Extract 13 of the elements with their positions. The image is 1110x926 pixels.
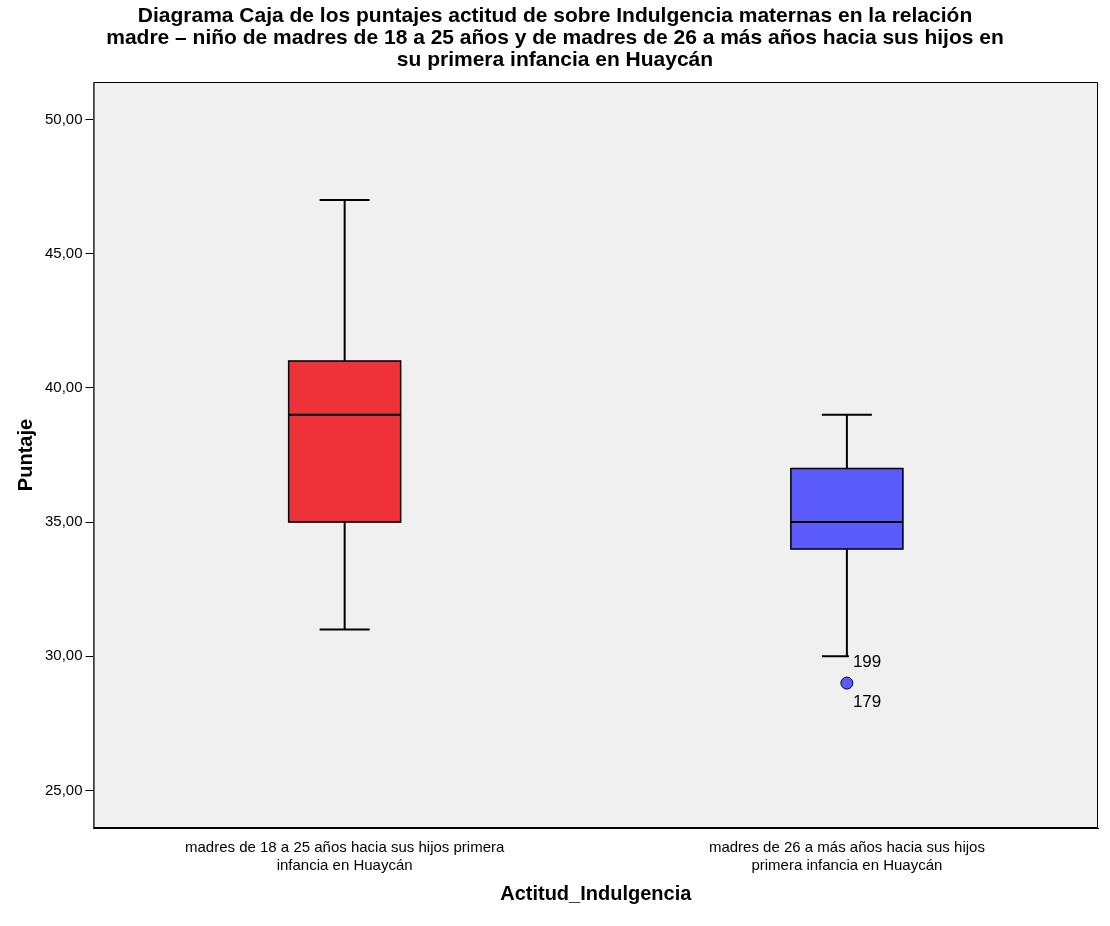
y-tick-label: 40,00	[44, 378, 83, 396]
x-tick-label: madres de 26 a más años hacia sus hijos primera infancia en Huaycán	[708, 838, 985, 874]
annotation: 179	[852, 691, 882, 711]
x-axis-title: Actitud_Indulgencia	[500, 881, 693, 904]
y-tick-label: 25,00	[44, 780, 83, 798]
x-tick-label: madres de 18 a 25 años hacia sus hijos primera infancia en Huaycán	[184, 838, 505, 874]
y-tick-label: 45,00	[44, 243, 83, 261]
y-axis-title: Puntaje	[13, 418, 36, 492]
y-tick-label: 50,00	[44, 109, 83, 127]
annotation: 199	[852, 651, 882, 671]
chart-title: Diagrama Caja de los puntajes actitud de sobre Indulgencia maternas en la relación madre – niño de madres de 18 a 25 años y de madres de 26 a más años hacia sus hijos en su primera infancia en Huaycán	[105, 3, 1005, 70]
y-tick-label: 30,00	[44, 646, 83, 664]
y-tick-label: 35,00	[44, 512, 83, 530]
